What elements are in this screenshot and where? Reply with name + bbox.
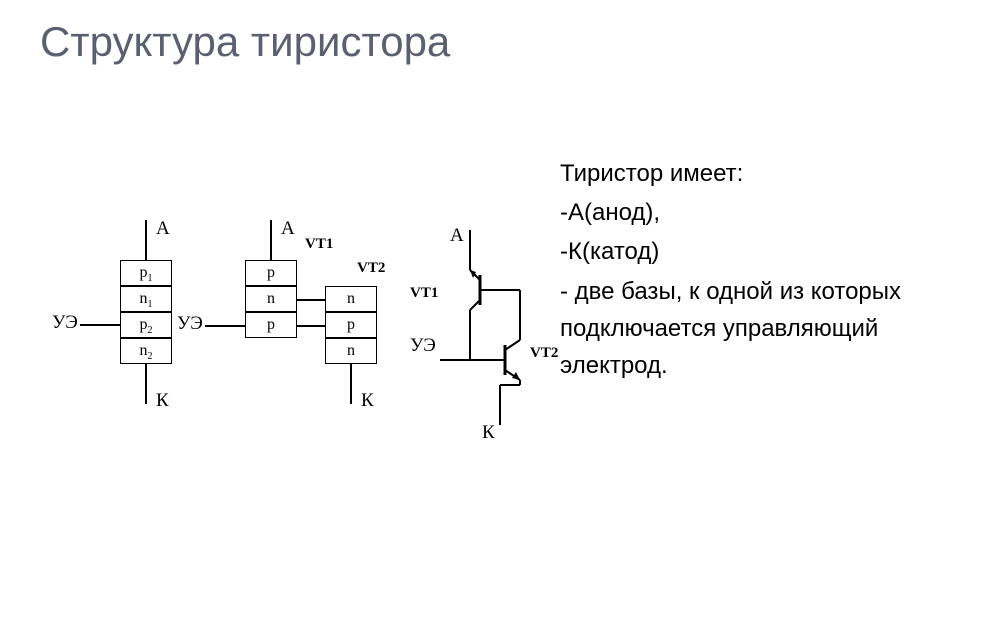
diagram-two-stacks: А VT1 VT2 p n p n p n УЭ К <box>205 200 405 500</box>
label-anode-2: А <box>281 218 295 240</box>
text-line-4: - две базы, к одной из которых подключае… <box>560 273 940 385</box>
layer-p1: p1 <box>120 260 172 286</box>
layer-left-0: p <box>245 260 297 286</box>
label-anode: А <box>156 218 170 240</box>
label-vt2-2: VT2 <box>357 260 385 277</box>
layer-left-1: n <box>245 286 297 312</box>
wire-gate-2 <box>205 325 245 327</box>
label-cathode-2: К <box>361 390 374 412</box>
layer-right-0: n <box>325 286 377 312</box>
layer-right-1: p <box>325 312 377 338</box>
description-text: Тиристор имеет: -А(анод), -К(катод) - дв… <box>560 155 940 386</box>
layer-right-2: n <box>325 338 377 364</box>
wire-cathode <box>145 364 147 404</box>
label-vt1-2: VT1 <box>305 236 333 253</box>
wire-anode-2 <box>270 220 272 260</box>
text-line-1: Тиристор имеет: <box>560 155 940 192</box>
label-cathode: К <box>156 390 169 412</box>
wire-cathode-2 <box>350 364 352 404</box>
layer-n1: n1 <box>120 286 172 312</box>
layer-p2: p2 <box>120 312 172 338</box>
layer-n2: n2 <box>120 338 172 364</box>
wire-gate <box>80 324 120 326</box>
text-line-3: -К(катод) <box>560 233 940 270</box>
transistor-svg <box>420 230 590 450</box>
diagram-transistor-equiv: А VT1 УЭ VT2 К <box>420 230 590 490</box>
wire-anode <box>145 220 147 260</box>
diagram-area: А p1 n1 p2 n2 УЭ К А VT1 VT2 p n p n p n… <box>30 200 570 520</box>
text-line-2: -А(анод), <box>560 194 940 231</box>
wire-link-n <box>297 299 325 301</box>
diagram-layer-stack: А p1 n1 p2 n2 УЭ К <box>70 200 200 500</box>
wire-link-p <box>297 325 325 327</box>
page-title: Структура тиристора <box>40 18 450 66</box>
layer-left-2: p <box>245 312 297 338</box>
label-gate-2: УЭ <box>177 313 203 335</box>
label-gate: УЭ <box>52 312 78 334</box>
